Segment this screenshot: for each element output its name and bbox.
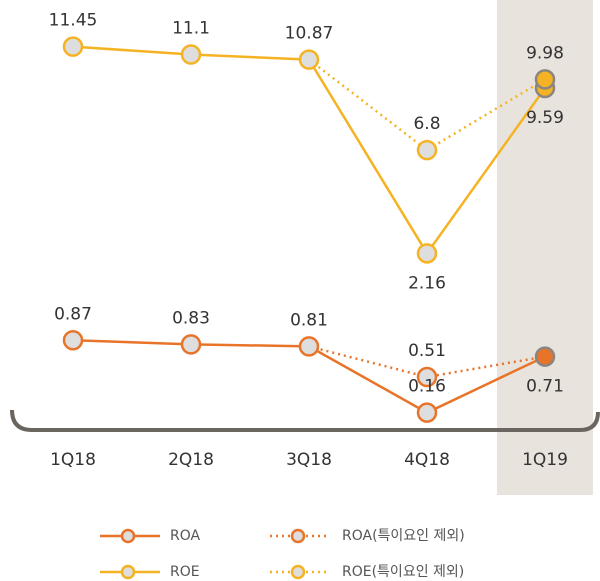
x-tick-label: 1Q19 (522, 450, 568, 470)
x-tick-label: 1Q18 (50, 450, 96, 470)
legend-label: ROE(특이요인 제외) (342, 564, 464, 580)
marker (534, 69, 556, 90)
data-label: 11.1 (172, 18, 210, 38)
legend-marker (290, 528, 306, 544)
data-label: 9.59 (526, 108, 564, 128)
marker (180, 44, 202, 65)
legend-marker (120, 564, 136, 580)
legend-label: ROA(특이요인 제외) (342, 528, 465, 544)
series-line (308, 58, 546, 152)
marker (416, 402, 438, 423)
data-label: 0.71 (526, 377, 564, 397)
legend-marker (290, 564, 306, 580)
legend-label: ROE (170, 564, 200, 580)
data-label: 10.87 (285, 24, 334, 44)
marker (416, 366, 438, 388)
marker (62, 330, 84, 351)
data-label: 0.81 (290, 310, 328, 330)
data-label: 6.8 (413, 114, 440, 134)
marker (534, 346, 556, 367)
bracket (10, 409, 600, 432)
data-label: 0.16 (408, 377, 446, 397)
legend-marker (120, 528, 136, 544)
marker (416, 243, 438, 264)
marker (180, 334, 202, 355)
marker (416, 139, 438, 161)
marker (298, 336, 320, 357)
series-line (72, 45, 547, 256)
data-label: 0.83 (172, 308, 210, 328)
data-label: 9.98 (526, 43, 564, 63)
x-tick-label: 2Q18 (168, 450, 214, 470)
data-label: 0.51 (408, 341, 446, 361)
x-tick-label: 3Q18 (286, 450, 332, 470)
marker (62, 36, 84, 57)
x-tick-label: 4Q18 (404, 450, 450, 470)
data-label: 0.87 (54, 304, 92, 324)
data-label: 11.45 (49, 11, 98, 31)
legend-label: ROA (170, 528, 201, 544)
marker (298, 49, 320, 70)
data-label: 2.16 (408, 273, 446, 293)
